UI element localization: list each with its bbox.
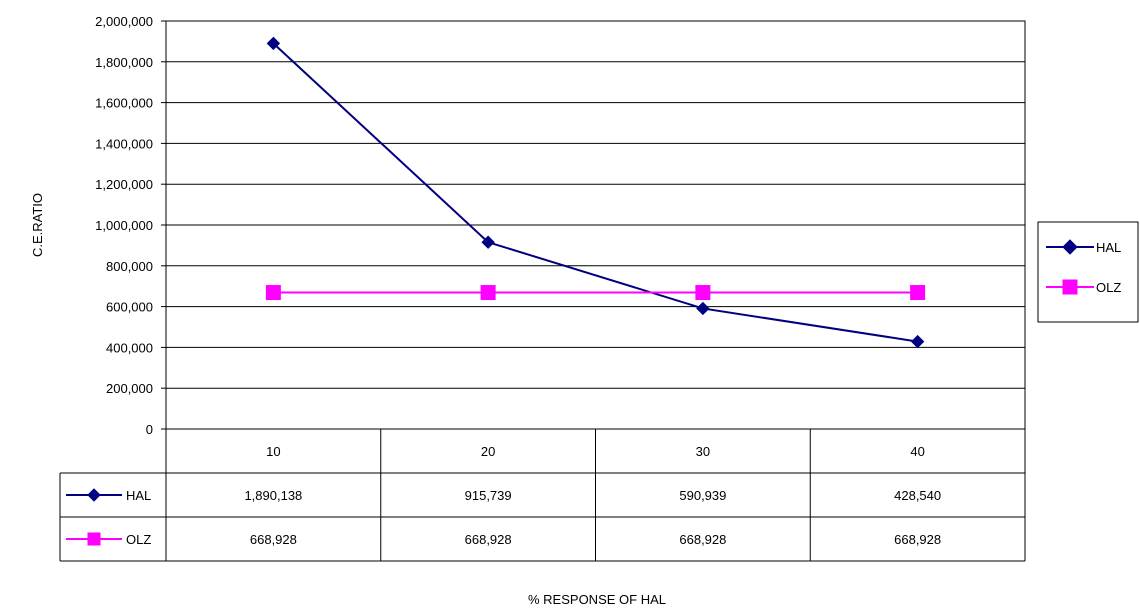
gridlines: [161, 20, 1026, 430]
x-tick-label: 10: [266, 444, 280, 459]
y-tick-label: 1,800,000: [95, 55, 153, 70]
y-tick-label: 200,000: [106, 381, 153, 396]
table-cell-value: 1,890,138: [244, 488, 302, 503]
table-cell-value: 915,739: [465, 488, 512, 503]
table-cell-value: 668,928: [465, 532, 512, 547]
data-point-hal: [696, 301, 710, 316]
table-legend-key-marker: [87, 488, 101, 502]
y-tick-label: 600,000: [106, 300, 153, 315]
x-tick-label: 30: [696, 444, 710, 459]
legend: HAL OLZ: [1037, 221, 1139, 323]
data-table: 10 20 30 40 HAL 1,890,138 915,739 590,939 428,54…: [59, 429, 1026, 562]
table-legend-key-marker: [87, 532, 101, 546]
data-point-olz: [695, 285, 711, 301]
data-point-hal: [266, 36, 281, 51]
table-cell-value: 668,928: [679, 532, 726, 547]
data-point-olz: [265, 285, 281, 301]
series-line-hal: [272, 42, 918, 343]
table-cell-value: 668,928: [250, 532, 297, 547]
series-lines: [265, 36, 926, 349]
legend-key-marker: [1062, 239, 1078, 255]
y-axis-label: C.E.RATIO: [30, 193, 45, 257]
y-tick-label: 1,000,000: [95, 218, 153, 233]
y-axis-tick-labels: 0 200,000 400,000 600,000 800,000 1,000,000 1,…: [95, 14, 153, 437]
legend-label: OLZ: [1096, 280, 1121, 295]
y-tick-label: 1,400,000: [95, 136, 153, 151]
legend-box: [1037, 221, 1139, 323]
y-tick-label: 1,200,000: [95, 177, 153, 192]
y-tick-label: 400,000: [106, 340, 153, 355]
x-axis-label: % RESPONSE OF HAL: [528, 592, 666, 607]
table-cell-value: 428,540: [894, 488, 941, 503]
data-point-olz: [480, 285, 496, 301]
legend-key-marker: [1062, 279, 1078, 295]
x-tick-label: 20: [481, 444, 495, 459]
table-series-label: OLZ: [126, 532, 151, 547]
data-point-hal: [910, 334, 925, 349]
x-tick-label: 40: [910, 444, 924, 459]
table-series-label: HAL: [126, 488, 151, 503]
y-tick-label: 0: [146, 422, 153, 437]
data-point-hal: [481, 235, 495, 249]
table-cell-value: 668,928: [894, 532, 941, 547]
table-cell-value: 590,939: [679, 488, 726, 503]
legend-label: HAL: [1096, 240, 1121, 255]
y-tick-label: 2,000,000: [95, 14, 153, 29]
y-tick-label: 800,000: [106, 259, 153, 274]
data-point-olz: [910, 285, 926, 301]
y-tick-label: 1,600,000: [95, 96, 153, 111]
